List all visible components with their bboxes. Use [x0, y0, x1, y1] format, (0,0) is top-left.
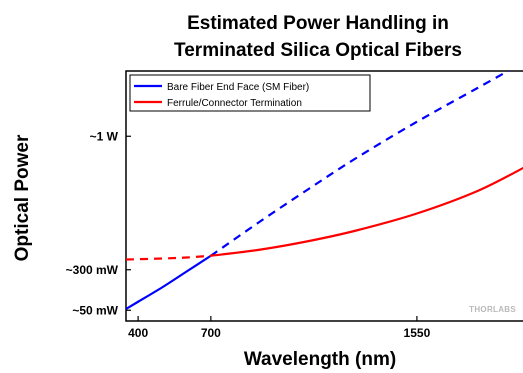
- y-axis-title: Optical Power: [12, 134, 33, 261]
- chart-title-line-1: Estimated Power Handling in: [187, 13, 449, 34]
- x-tick-label: 1550: [404, 326, 431, 340]
- series-bare-fiber-solid-line: [126, 254, 212, 311]
- y-tick-label: ~50 mW: [72, 303, 118, 317]
- legend-label-ferrule: Ferrule/Connector Termination: [167, 98, 302, 109]
- thorlabs-watermark: THORLABS: [469, 305, 516, 314]
- series-ferrule-solid-line: [209, 166, 523, 257]
- x-tick-label: 400: [128, 326, 148, 340]
- series-ferrule-dashed-line: [126, 254, 211, 261]
- y-tick-label: ~300 mW: [66, 263, 119, 277]
- series-layer: [126, 71, 523, 311]
- chart-title-line-2: Terminated Silica Optical Fibers: [174, 40, 462, 61]
- legend-label-bare-fiber: Bare Fiber End Face (SM Fiber): [167, 82, 309, 93]
- series-bare-fiber-dashed-line: [210, 71, 511, 257]
- plot-frame: [125, 70, 523, 322]
- x-tick-label: 700: [201, 326, 221, 340]
- legend: Bare Fiber End Face (SM Fiber) Ferrule/C…: [129, 74, 371, 112]
- ticks-layer: 400 700 1550 ~50 mW ~300 mW ~1 W: [66, 129, 431, 340]
- y-tick-label: ~1 W: [90, 129, 119, 143]
- legend-box: [129, 74, 371, 112]
- x-axis-title: Wavelength (nm): [244, 349, 396, 370]
